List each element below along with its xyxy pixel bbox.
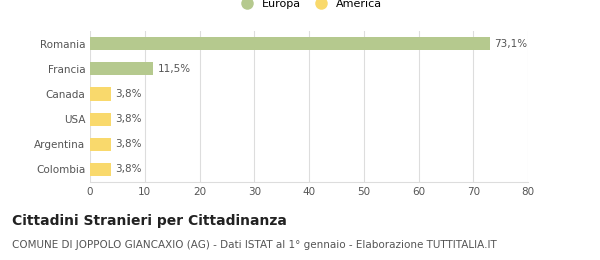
Text: 3,8%: 3,8% bbox=[115, 89, 142, 99]
Text: 3,8%: 3,8% bbox=[115, 114, 142, 124]
Text: COMUNE DI JOPPOLO GIANCAXIO (AG) - Dati ISTAT al 1° gennaio - Elaborazione TUTTI: COMUNE DI JOPPOLO GIANCAXIO (AG) - Dati … bbox=[12, 240, 497, 250]
Bar bbox=[90, 88, 111, 101]
Bar bbox=[90, 37, 490, 50]
Legend: Europa, America: Europa, America bbox=[232, 0, 386, 14]
Bar bbox=[90, 62, 153, 75]
Text: Cittadini Stranieri per Cittadinanza: Cittadini Stranieri per Cittadinanza bbox=[12, 214, 287, 229]
Bar bbox=[90, 113, 111, 126]
Bar bbox=[90, 163, 111, 176]
Text: 3,8%: 3,8% bbox=[115, 164, 142, 174]
Bar bbox=[90, 138, 111, 151]
Text: 11,5%: 11,5% bbox=[157, 64, 190, 74]
Text: 73,1%: 73,1% bbox=[494, 39, 528, 49]
Text: 3,8%: 3,8% bbox=[115, 139, 142, 149]
